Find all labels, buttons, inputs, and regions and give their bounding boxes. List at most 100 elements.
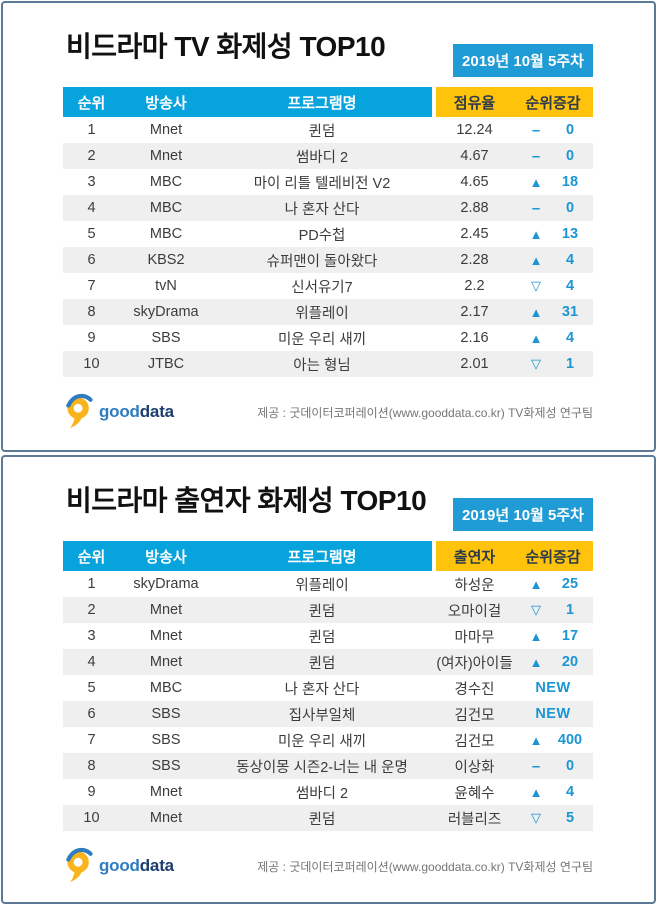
change-value: 0 [565,148,575,164]
rank-cell: 3 [87,628,96,644]
broadcaster-cell: Mnet [149,148,183,164]
change-cell: ▽ 1 [513,351,593,377]
gooddata-logo-text: gooddata [99,856,174,876]
rank-cell: 1 [87,122,96,138]
table-row: 6 KBS2 슈퍼맨이 돌아왔다 2.28 ▲ 4 [63,247,593,273]
program-cell: 썸바디 2 [295,785,349,802]
table-row: 5 MBC PD수첩 2.45 ▲ 13 [63,221,593,247]
rank-cell: 8 [87,304,96,320]
change-value: 17 [561,628,579,644]
ranking-table: 순위 방송사 프로그램명 점유율 순위증감 1 Mnet 퀸덤 12.24–0 2 Mne… [63,87,593,377]
change-cell: ▲ 13 [513,221,593,247]
gooddata-logo: gooddata [63,845,174,888]
table-row: 4 Mnet 퀸덤 (여자)아이들 ▲ 20 [63,649,593,675]
rank-cell: 7 [87,732,96,748]
change-value: 4 [565,330,575,346]
table-row: 7 SBS 미운 우리 새끼 김건모 ▲ 400 [63,727,593,753]
change-cell: ▽ 4 [513,273,593,299]
new-badge: NEW [535,680,571,696]
metric-cell: 2.88 [460,200,489,216]
metric-cell: 2.17 [460,304,489,320]
rank-cell: 6 [87,252,96,268]
table-row: 3 Mnet 퀸덤 마마무 ▲ 17 [63,623,593,649]
metric-cell: 이상화 [454,759,495,776]
broadcaster-cell: skyDrama [133,304,199,320]
up-icon: ▲ [529,576,543,592]
up-icon: ▲ [529,784,543,800]
program-cell: 위플레이 [295,305,349,322]
panel-footer: gooddata 제공 : 굿데이터코퍼레이션(www.gooddata.co.… [63,846,593,886]
table-body: 1 skyDrama 위플레이 하성운 ▲ 25 2 Mnet 퀸덤 오마이걸 ▽ 1 3 Mnet 퀸덤 마… [63,571,593,831]
up-icon: ▲ [529,330,543,346]
change-cell: ▲ 18 [513,169,593,195]
column-header-program: 프로그램명 [212,87,432,117]
table-row: 6 SBS 집사부일체 김건모 NEW [63,701,593,727]
rank-cell: 6 [87,706,96,722]
change-cell: –0 [513,143,593,169]
up-icon: ▲ [529,226,543,242]
broadcaster-cell: Mnet [149,784,183,800]
broadcaster-cell: Mnet [149,628,183,644]
metric-cell: 러블리즈 [447,811,502,828]
rank-cell: 1 [87,576,96,592]
metric-cell: 김건모 [454,733,495,750]
rank-cell: 5 [87,680,96,696]
provider-credit: 제공 : 굿데이터코퍼레이션(www.gooddata.co.kr) TV화제성… [257,405,593,420]
table-row: 5 MBC 나 혼자 산다 경수진 NEW [63,675,593,701]
metric-cell: 마마무 [454,629,495,646]
metric-cell: 4.67 [460,148,489,164]
column-header-program: 프로그램명 [212,541,432,571]
column-header-rank-change: 순위증감 [513,87,593,117]
change-value: 1 [565,356,575,372]
metric-cell: 2.16 [460,330,489,346]
program-cell: 동상이몽 시즌2-너는 내 운명 [236,759,408,776]
broadcaster-cell: SBS [151,330,181,346]
rank-cell: 7 [87,278,96,294]
table-row: 10 Mnet 퀸덤 러블리즈 ▽ 5 [63,805,593,831]
broadcaster-cell: KBS2 [147,252,185,268]
page-title: 비드라마 출연자 화제성 TOP10 [66,485,427,516]
change-cell: ▽ 1 [513,597,593,623]
panel-header: 비드라마 출연자 화제성 TOP10 2019년 10월 5주차 [3,457,654,541]
program-cell: 아는 형님 [293,357,351,374]
table-row: 7 tvN 신서유기7 2.2 ▽ 4 [63,273,593,299]
up-icon: ▲ [529,732,543,748]
gooddata-logo-icon [63,391,95,434]
column-header-broadcaster: 방송사 [120,87,212,117]
broadcaster-cell: MBC [149,200,183,216]
change-value: 13 [561,226,579,242]
change-value: 20 [561,654,579,670]
rank-cell: 10 [83,810,100,826]
change-cell: –0 [513,753,593,779]
program-cell: 퀸덤 [308,655,336,672]
gooddata-logo-icon [63,845,95,888]
program-cell: 위플레이 [295,577,349,594]
program-cell: 슈퍼맨이 돌아왔다 [266,253,378,270]
table-row: 3 MBC 마이 리틀 텔레비전 V2 4.65 ▲ 18 [63,169,593,195]
rank-cell: 10 [83,356,100,372]
change-cell: –0 [513,195,593,221]
metric-cell: 2.01 [460,356,489,372]
program-cell: 나 혼자 산다 [284,201,360,218]
table-row: 10 JTBC 아는 형님 2.01 ▽ 1 [63,351,593,377]
change-cell: ▲ 31 [513,299,593,325]
program-cell: 나 혼자 산다 [284,681,360,698]
performer-buzz-panel: 비드라마 출연자 화제성 TOP10 2019년 10월 5주차 순위 방송사 … [1,455,656,904]
change-cell: NEW [513,701,593,727]
rank-cell: 3 [87,174,96,190]
program-cell: 퀸덤 [308,629,336,646]
up-icon: ▲ [529,654,543,670]
rank-cell: 2 [87,602,96,618]
table-row: 2 Mnet 썸바디 2 4.67–0 [63,143,593,169]
rank-cell: 9 [87,330,96,346]
metric-cell: 12.24 [456,122,493,138]
metric-cell: 윤혜수 [454,785,495,802]
metric-cell: 경수진 [454,681,495,698]
table-row: 8 SBS 동상이몽 시즌2-너는 내 운명 이상화 –0 [63,753,593,779]
metric-cell: 2.45 [460,226,489,242]
metric-cell: 하성운 [454,577,495,594]
program-cell: 마이 리틀 텔레비전 V2 [253,175,391,192]
column-header-performer: 출연자 [436,541,513,571]
logo-word-data: data [139,402,174,421]
rank-cell: 9 [87,784,96,800]
